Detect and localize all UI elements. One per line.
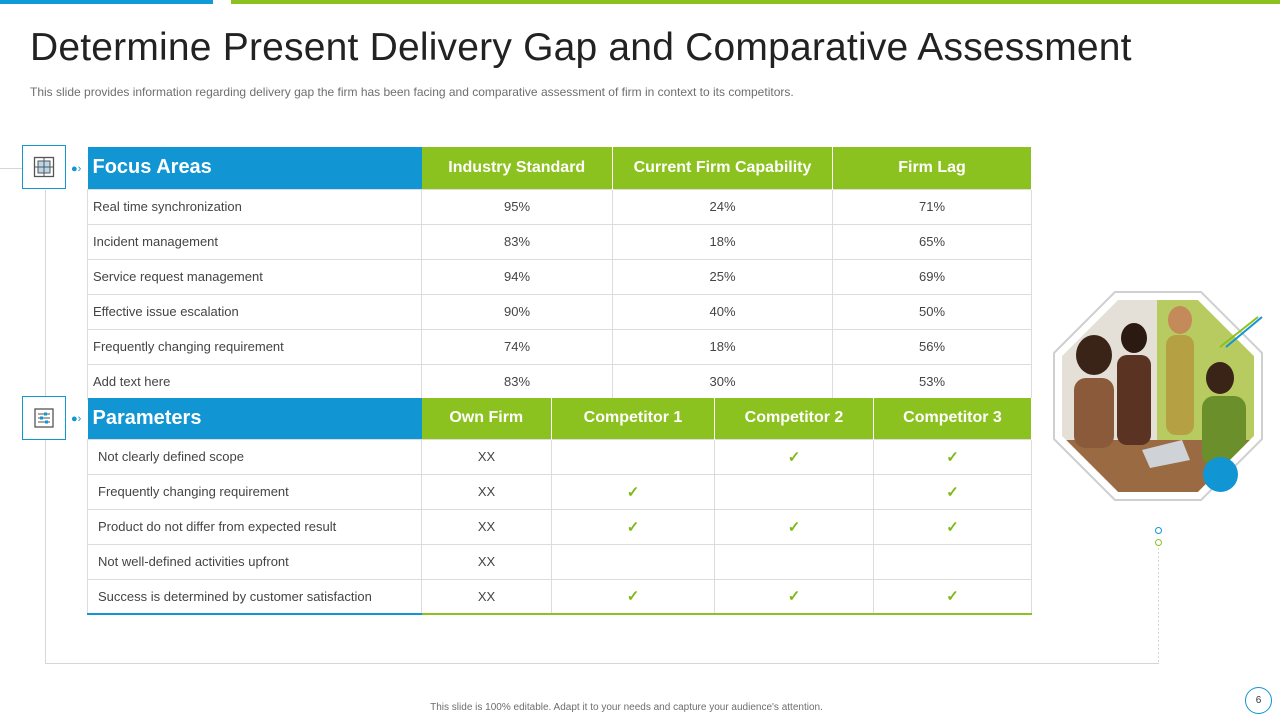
page-title: Determine Present Delivery Gap and Compa… bbox=[30, 26, 1132, 69]
firm-lag-value: 65% bbox=[832, 223, 1032, 260]
green-ring-dot bbox=[1155, 539, 1162, 546]
parameter-label: Frequently changing requirement bbox=[87, 473, 422, 510]
param-header-competitor-2: Competitor 2 bbox=[714, 398, 874, 439]
param-header-own-firm: Own Firm bbox=[421, 398, 552, 439]
table-row: Effective issue escalation 90% 40% 50% bbox=[87, 293, 1032, 330]
focus-table-header-row: Focus Areas Industry Standard Current Fi… bbox=[87, 147, 1032, 189]
table-row: Success is determined by customer satisf… bbox=[87, 578, 1032, 615]
competitor-3-check: ✓ bbox=[873, 578, 1032, 615]
firm-lag-value: 71% bbox=[832, 188, 1032, 225]
parameters-icon-box bbox=[22, 396, 66, 440]
firm-capability-value: 18% bbox=[612, 223, 833, 260]
focus-header-focus-areas: Focus Areas bbox=[87, 147, 422, 189]
firm-lag-value: 69% bbox=[832, 258, 1032, 295]
focus-area-label: Service request management bbox=[87, 258, 422, 295]
parameter-label: Product do not differ from expected resu… bbox=[87, 508, 422, 545]
industry-standard-value: 90% bbox=[421, 293, 613, 330]
focus-areas-table: Focus Areas Industry Standard Current Fi… bbox=[87, 147, 1032, 400]
competitor-2-check: ✓ bbox=[714, 578, 874, 615]
table-row: Product do not differ from expected resu… bbox=[87, 508, 1032, 545]
competitor-2-check: ✓ bbox=[714, 438, 874, 475]
focus-header-firm-lag: Firm Lag bbox=[832, 147, 1032, 189]
competitor-1-check: ✓ bbox=[551, 508, 715, 545]
table-row: Service request management 94% 25% 69% bbox=[87, 258, 1032, 295]
table-row: Add text here 83% 30% 53% bbox=[87, 363, 1032, 400]
competitor-1-check: ✓ bbox=[551, 473, 715, 510]
competitor-3-check: ✓ bbox=[873, 508, 1032, 545]
competitor-3-check: ✓ bbox=[873, 473, 1032, 510]
focus-header-industry-standard: Industry Standard bbox=[421, 147, 613, 189]
parameter-label: Not well-defined activities upfront bbox=[87, 543, 422, 580]
own-firm-value: XX bbox=[421, 473, 552, 510]
own-firm-value: XX bbox=[421, 543, 552, 580]
table-row: Frequently changing requirement 74% 18% … bbox=[87, 328, 1032, 365]
competitor-2-check bbox=[714, 473, 874, 510]
industry-standard-value: 94% bbox=[421, 258, 613, 295]
competitor-3-check bbox=[873, 543, 1032, 580]
competitor-2-check: ✓ bbox=[714, 508, 874, 545]
competitor-3-check: ✓ bbox=[873, 438, 1032, 475]
focus-area-label: Effective issue escalation bbox=[87, 293, 422, 330]
focus-area-label: Real time synchronization bbox=[87, 188, 422, 225]
blue-ring-dot bbox=[1155, 527, 1162, 534]
footer-note: This slide is 100% editable. Adapt it to… bbox=[430, 702, 823, 713]
parameter-label: Not clearly defined scope bbox=[87, 438, 422, 475]
focus-areas-chevron-icon: ●› bbox=[71, 163, 82, 175]
focus-header-current-firm-capability: Current Firm Capability bbox=[612, 147, 833, 189]
target-grid-icon bbox=[33, 156, 55, 178]
parameters-table: Parameters Own Firm Competitor 1 Competi… bbox=[87, 398, 1032, 615]
competitor-2-check bbox=[714, 543, 874, 580]
industry-standard-value: 95% bbox=[421, 188, 613, 225]
top-accent-bar-blue bbox=[0, 0, 213, 4]
firm-capability-value: 18% bbox=[612, 328, 833, 365]
own-firm-value: XX bbox=[421, 438, 552, 475]
firm-capability-value: 24% bbox=[612, 188, 833, 225]
industry-standard-value: 83% bbox=[421, 223, 613, 260]
industry-standard-value: 74% bbox=[421, 328, 613, 365]
table-row: Not clearly defined scope XX ✓ ✓ bbox=[87, 438, 1032, 475]
parameters-chevron-icon: ●› bbox=[71, 413, 82, 425]
competitor-1-check bbox=[551, 438, 715, 475]
decorative-lines-icon bbox=[1219, 316, 1263, 348]
firm-capability-value: 30% bbox=[612, 363, 833, 400]
industry-standard-value: 83% bbox=[421, 363, 613, 400]
param-header-competitor-3: Competitor 3 bbox=[873, 398, 1032, 439]
firm-capability-value: 40% bbox=[612, 293, 833, 330]
page-subtitle: This slide provides information regardin… bbox=[30, 85, 794, 99]
table-row: Frequently changing requirement XX ✓ ✓ bbox=[87, 473, 1032, 510]
competitor-1-check bbox=[551, 543, 715, 580]
top-accent-bar-green bbox=[231, 0, 1280, 4]
page-number: 6 bbox=[1245, 687, 1272, 714]
param-header-parameters: Parameters bbox=[87, 398, 422, 439]
competitor-1-check: ✓ bbox=[551, 578, 715, 615]
focus-area-label: Frequently changing requirement bbox=[87, 328, 422, 365]
firm-lag-value: 53% bbox=[832, 363, 1032, 400]
settings-sliders-icon bbox=[34, 408, 54, 428]
firm-lag-value: 56% bbox=[832, 328, 1032, 365]
table-row: Real time synchronization 95% 24% 71% bbox=[87, 188, 1032, 225]
table-row: Not well-defined activities upfront XX bbox=[87, 543, 1032, 580]
connector-line-top-left bbox=[0, 168, 22, 169]
parameter-label: Success is determined by customer satisf… bbox=[87, 578, 422, 615]
connector-line-bottom bbox=[45, 663, 1159, 664]
focus-area-label: Incident management bbox=[87, 223, 422, 260]
parameters-table-header-row: Parameters Own Firm Competitor 1 Competi… bbox=[87, 398, 1032, 439]
param-header-competitor-1: Competitor 1 bbox=[551, 398, 715, 439]
firm-capability-value: 25% bbox=[612, 258, 833, 295]
focus-areas-icon-box bbox=[22, 145, 66, 189]
firm-lag-value: 50% bbox=[832, 293, 1032, 330]
own-firm-value: XX bbox=[421, 508, 552, 545]
table-row: Incident management 83% 18% 65% bbox=[87, 223, 1032, 260]
own-firm-value: XX bbox=[421, 578, 552, 615]
focus-area-label: Add text here bbox=[87, 363, 422, 400]
blue-accent-circle bbox=[1203, 457, 1238, 492]
connector-line-right bbox=[1158, 548, 1159, 664]
